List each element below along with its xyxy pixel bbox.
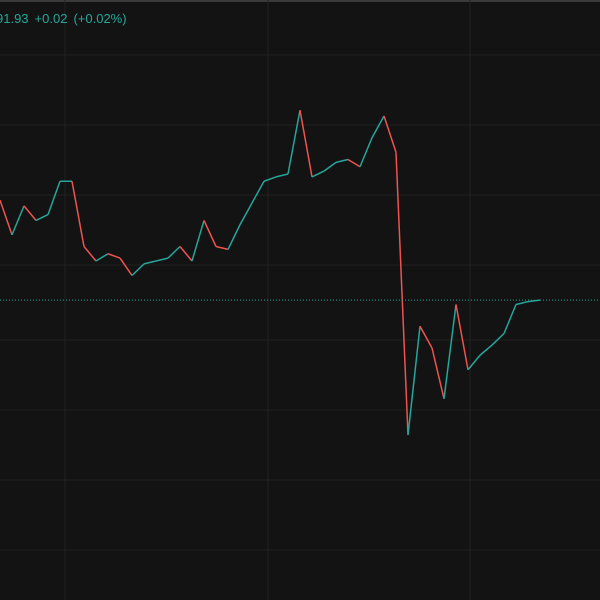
price-segment <box>323 161 337 172</box>
price-segment <box>275 173 289 178</box>
price-segment <box>71 181 85 247</box>
price-segment <box>299 110 313 178</box>
price-segment <box>347 158 361 168</box>
price-segment <box>131 263 145 277</box>
price-segment <box>239 202 253 226</box>
price-segment <box>47 180 61 215</box>
price-segment <box>263 176 277 182</box>
price-segment <box>143 260 157 265</box>
price-segment <box>251 180 265 204</box>
price-segment <box>407 326 421 436</box>
price-segment <box>359 137 373 168</box>
price-segment <box>371 115 385 139</box>
price-segment <box>0 199 13 236</box>
price-header: 91.93 +0.02 (+0.02%) <box>0 11 133 26</box>
price-segment <box>431 347 445 399</box>
price-segment <box>179 246 193 262</box>
last-price: 91.93 <box>0 11 29 26</box>
price-segment <box>491 332 505 346</box>
change: +0.02 <box>34 11 68 26</box>
price-segment <box>95 253 109 262</box>
price-segment <box>107 253 121 259</box>
price-segment <box>167 245 181 259</box>
price-segment <box>515 300 529 306</box>
price-segment <box>23 205 37 221</box>
price-segment <box>203 220 217 247</box>
price-segment <box>287 110 301 175</box>
price-segment <box>83 246 97 262</box>
price-segment <box>311 170 325 178</box>
price-segment <box>479 344 493 356</box>
price-segment <box>395 152 409 436</box>
price-segment <box>335 158 349 164</box>
price-segment <box>419 325 433 349</box>
price-segment <box>191 220 205 262</box>
price-segment <box>119 257 133 276</box>
price-segment <box>155 257 169 262</box>
price-segment <box>383 115 397 153</box>
price-segment <box>35 213 49 222</box>
price-segment <box>443 304 457 399</box>
change-percent: (+0.02%) <box>73 11 127 26</box>
price-segment <box>215 245 229 251</box>
price-segment <box>455 304 469 370</box>
price-segment <box>503 304 517 334</box>
price-segment <box>467 354 481 371</box>
price-segment <box>227 224 241 250</box>
price-segment <box>11 205 25 236</box>
